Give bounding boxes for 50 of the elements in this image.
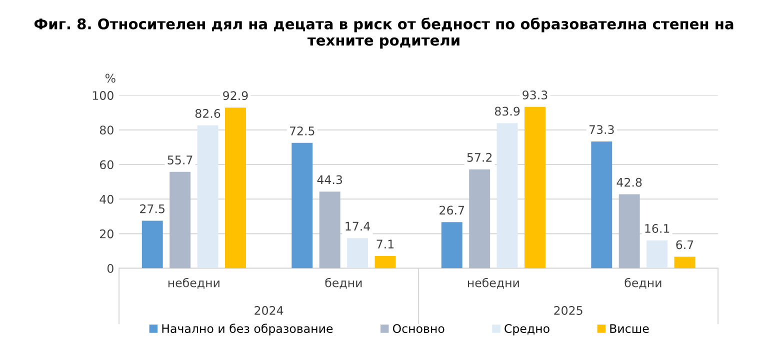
data-label: 72.5 [290,126,314,136]
data-label: 27.5 [140,204,164,214]
bar [646,240,668,268]
y-tick-label: 0 [107,264,114,273]
data-label: 17.4 [346,222,370,231]
x-tick-label: бедни [325,278,362,289]
bar [469,169,490,268]
chart-title: Фиг. 8. Относителен дял на децата в риск от бедност по образователна степен на техните родители [34,18,734,49]
bar [674,256,696,268]
x-tick-label: бедни [624,278,662,289]
y-tick-label: 40 [100,194,114,204]
bar [142,220,163,268]
bar [197,125,218,268]
y-axis-title: % [105,74,116,83]
bar [347,238,368,268]
text: 2024 [254,306,284,315]
data-label: 92.9 [223,91,248,100]
data-label: 44.3 [317,175,342,184]
legend-label: Средно [504,324,550,336]
legend-label: Висше [610,324,649,334]
bar [591,141,612,268]
y-tick-label: 60 [100,160,114,170]
data-label: 6.7 [676,240,694,250]
data-label: 83.9 [494,106,520,116]
data-label: 82.6 [195,109,220,118]
legend-label: Основно [392,324,444,334]
bar [170,172,191,268]
bar [618,194,640,268]
bar [224,108,246,268]
x-tick-label: небедни [468,278,519,289]
legend-label: Начално и без образование [162,324,333,336]
data-label: 7.1 [376,240,394,248]
data-label: 57.2 [467,152,492,162]
bar [319,192,340,268]
data-label: 93.3 [522,90,548,100]
data-label: 16.1 [645,224,670,233]
y-tick-label: 100 [92,91,114,100]
data-label: 26.7 [440,206,464,215]
x-tick-label: небедни [168,278,220,289]
y-tick-label: 80 [100,126,114,135]
bar [292,142,313,268]
bar [374,256,396,268]
data-label: 42.8 [616,178,642,187]
bar [524,106,546,268]
bar [496,123,518,268]
data-label: 55.7 [168,156,192,164]
bar [441,222,462,268]
text: 2025 [554,306,582,315]
data-label: 73.3 [589,125,614,134]
y-tick-label: 20 [100,229,114,238]
